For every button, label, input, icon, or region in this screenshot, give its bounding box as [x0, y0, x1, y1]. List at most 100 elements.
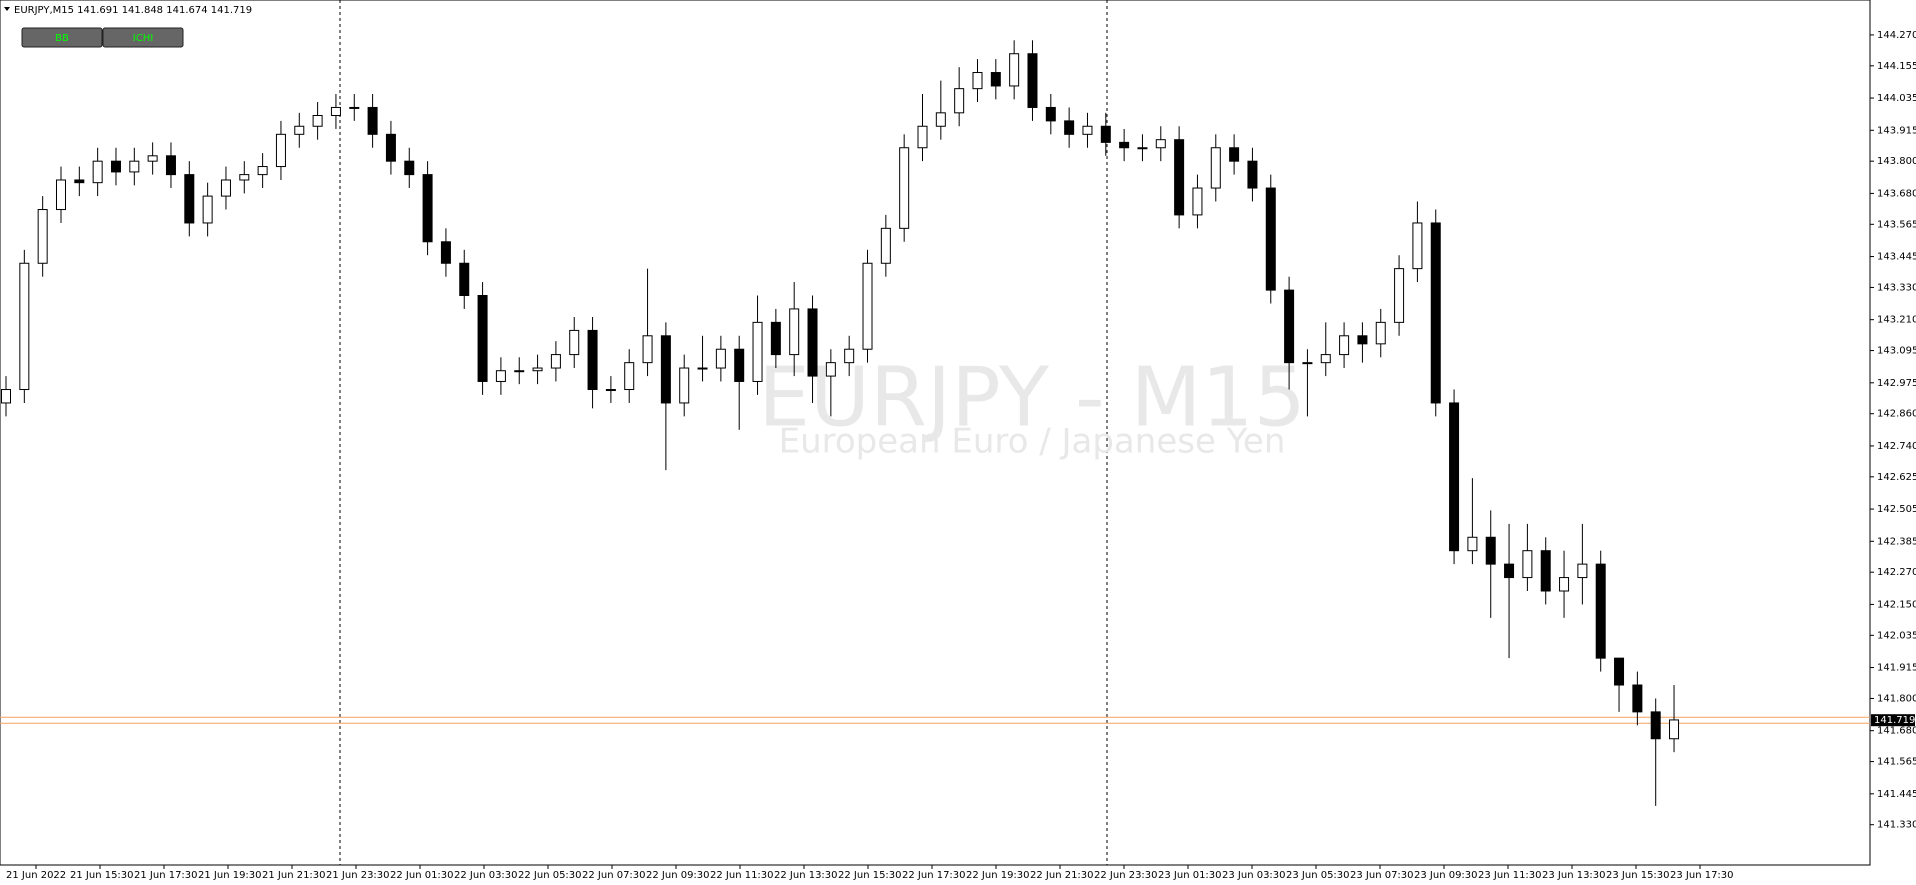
x-tick-label: 23 Jun 11:30 [1478, 870, 1542, 881]
y-tick-label: 144.155 [1877, 61, 1916, 72]
y-tick-label: 142.860 [1877, 409, 1916, 420]
y-tick-label: 141.565 [1877, 757, 1916, 768]
bid-label: 141.719 [1874, 715, 1915, 726]
x-tick-label: 21 Jun 23:30 [326, 870, 390, 881]
x-tick-label: 22 Jun 17:30 [902, 870, 966, 881]
candle-body [37, 209, 48, 264]
y-tick-label: 143.565 [1877, 219, 1916, 230]
y-tick-label: 144.270 [1877, 30, 1916, 41]
x-tick-label: 23 Jun 15:30 [1606, 870, 1670, 881]
candle-body [1320, 354, 1331, 364]
y-tick-label: 142.625 [1877, 472, 1916, 483]
candle-body [92, 160, 103, 184]
candle-body [1412, 222, 1423, 270]
candle-body [165, 155, 176, 176]
candle-body [550, 354, 561, 369]
x-tick-label: 23 Jun 09:30 [1414, 870, 1478, 881]
candle-body [257, 166, 268, 176]
candle-body [917, 125, 928, 149]
x-tick-label: 23 Jun 17:30 [1670, 870, 1734, 881]
button-label[interactable]: BB [55, 33, 69, 44]
y-tick-label: 143.210 [1877, 315, 1916, 326]
candle-body [367, 106, 378, 135]
candle-body [1430, 222, 1441, 404]
y-tick-label: 144.035 [1877, 93, 1916, 104]
x-tick-label: 22 Jun 13:30 [774, 870, 838, 881]
candle-body [660, 335, 671, 404]
button[interactable] [102, 27, 184, 48]
candle-body [1100, 125, 1111, 143]
candle-body [294, 125, 305, 135]
candle-body [1045, 106, 1056, 122]
candle-body [605, 389, 616, 392]
candle-body [862, 262, 873, 350]
candle-body [147, 155, 158, 162]
candle-body [1119, 141, 1130, 149]
y-tick-label: 142.740 [1877, 441, 1916, 452]
y-tick-label: 142.975 [1877, 378, 1916, 389]
bid-label-bg [1871, 714, 1915, 727]
candle-body [275, 133, 286, 168]
candle-body [1632, 684, 1643, 713]
x-tick-label: 22 Jun 15:30 [838, 870, 902, 881]
candle-body [404, 160, 415, 176]
x-tick-label: 23 Jun 03:30 [1222, 870, 1286, 881]
candle-body [1577, 563, 1588, 579]
candle-body [459, 262, 470, 296]
y-tick-label: 142.035 [1877, 630, 1916, 641]
candle-body [1595, 563, 1606, 659]
candle-body [1394, 268, 1405, 323]
candle-body [569, 329, 580, 356]
candle-body [1174, 139, 1185, 216]
x-tick-label: 21 Jun 15:30 [70, 870, 134, 881]
x-tick-label: 22 Jun 19:30 [966, 870, 1030, 881]
candle-body [330, 106, 341, 117]
candle-body [789, 308, 800, 356]
y-tick-label: 143.680 [1877, 188, 1916, 199]
candle-body [642, 335, 653, 364]
candle-body [1302, 362, 1313, 365]
x-tick-label: 22 Jun 03:30 [454, 870, 518, 881]
candle-body [1, 389, 11, 404]
x-tick-label: 22 Jun 11:30 [710, 870, 774, 881]
candle-body [954, 88, 965, 114]
candle-body [55, 179, 66, 211]
x-tick-label: 21 Jun 19:30 [198, 870, 262, 881]
candle-body [624, 362, 635, 391]
candle-body [752, 321, 763, 382]
x-tick-label: 23 Jun 01:30 [1158, 870, 1222, 881]
candle-body [1540, 550, 1551, 592]
y-tick-label: 143.095 [1877, 346, 1916, 357]
y-tick-label: 141.915 [1877, 663, 1916, 674]
x-tick-label: 23 Jun 13:30 [1542, 870, 1606, 881]
y-tick-label: 141.445 [1877, 789, 1916, 800]
candle-body [1210, 147, 1221, 189]
x-tick-label: 23 Jun 07:30 [1350, 870, 1414, 881]
candle-body [1155, 139, 1166, 149]
candle-body [1339, 335, 1350, 356]
x-tick-label: 21 Jun 2022 [6, 870, 66, 881]
candle-body [1284, 289, 1295, 364]
candle-body [825, 362, 836, 377]
candle-body [844, 348, 855, 364]
candle-body [19, 262, 30, 391]
candle-body [1449, 402, 1460, 552]
candle-body [972, 72, 983, 90]
candle-body [1522, 550, 1533, 579]
candle-body [422, 174, 433, 243]
y-tick-label: 142.385 [1877, 536, 1916, 547]
x-tick-label: 21 Jun 21:30 [262, 870, 326, 881]
y-tick-label: 143.915 [1877, 125, 1916, 136]
candle-body [495, 370, 506, 382]
candle-body [1247, 160, 1258, 189]
button[interactable] [21, 27, 103, 48]
x-tick-label: 22 Jun 01:30 [390, 870, 454, 881]
y-tick-label: 141.680 [1877, 726, 1916, 737]
candle-body [807, 308, 818, 377]
candle-body [514, 370, 525, 373]
y-tick-label: 143.445 [1877, 252, 1916, 263]
candle-body [1265, 187, 1276, 291]
button-label[interactable]: ICHI [133, 33, 153, 44]
menu-arrow[interactable] [4, 7, 10, 11]
